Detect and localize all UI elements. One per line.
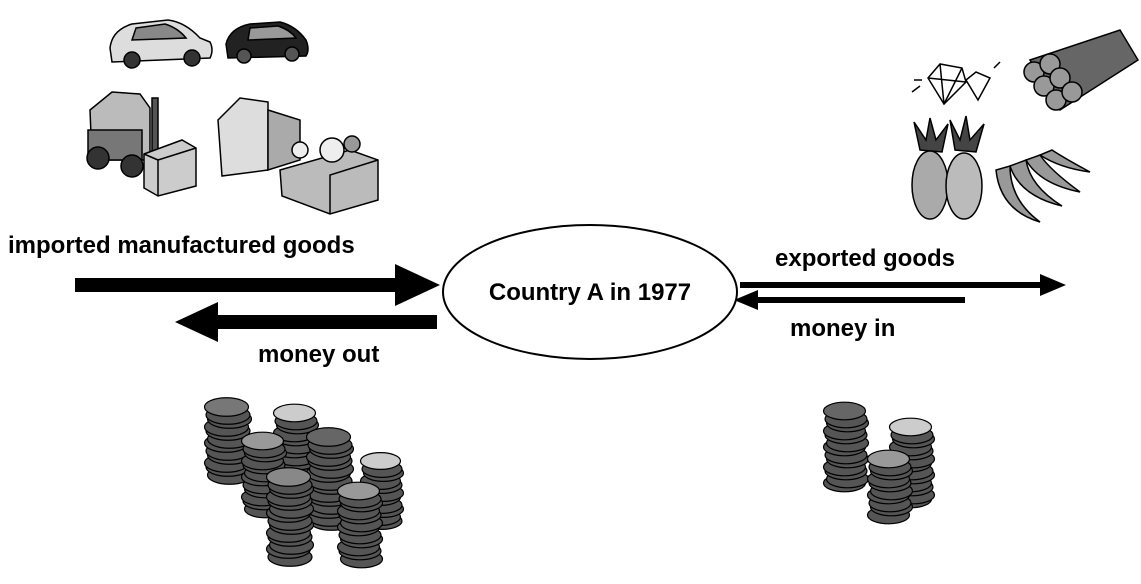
car-icon <box>110 20 212 68</box>
coin <box>307 428 351 446</box>
money-out-arrow <box>175 302 437 342</box>
coin-piles <box>205 398 935 568</box>
coin <box>868 450 910 468</box>
coin <box>205 398 249 416</box>
center-label: Country A in 1977 <box>489 279 691 306</box>
car-icon <box>226 22 308 63</box>
imports-label: imported manufactured goods <box>8 232 355 259</box>
exports-label: exported goods <box>775 245 955 272</box>
coin <box>824 402 866 420</box>
import-arrow <box>75 264 440 306</box>
coin <box>890 418 932 436</box>
pineapple-icon <box>912 116 984 219</box>
banana-icon <box>996 150 1090 222</box>
logs-icon <box>1024 30 1138 110</box>
forklift-icon <box>87 92 196 196</box>
coin <box>361 453 401 470</box>
diagram: Country A in 1977 imported manufactured … <box>0 0 1141 584</box>
page: {"diagram": { "center": "Country A in 19… <box>0 0 1141 584</box>
coin <box>267 468 311 486</box>
money-in-label: money in <box>790 315 895 342</box>
coin <box>242 432 284 450</box>
money-in-arrow <box>734 290 965 310</box>
export-arrow <box>740 274 1066 296</box>
coin <box>338 482 380 500</box>
diamond-icon <box>912 62 1000 104</box>
coin <box>274 404 316 422</box>
money-out-label: money out <box>258 341 379 368</box>
machine-icon <box>218 98 378 214</box>
